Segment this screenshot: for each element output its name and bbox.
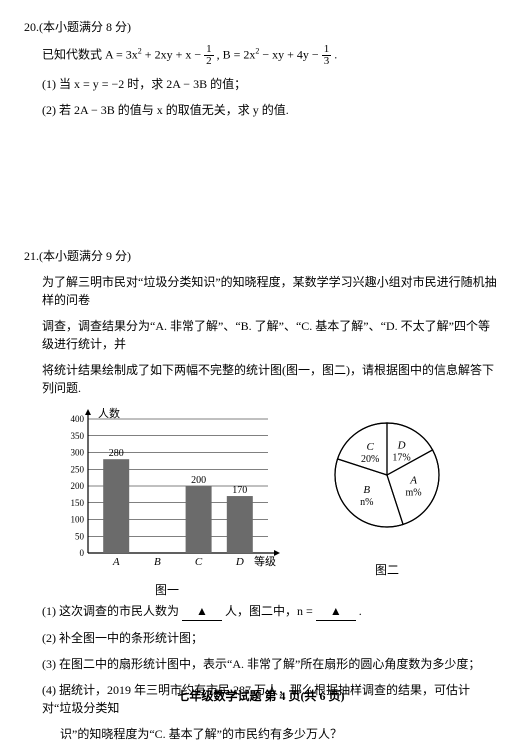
q20-period: .: [334, 47, 337, 61]
svg-text:B: B: [363, 484, 370, 496]
q20-header: 20.(本小题满分 8 分): [24, 18, 498, 36]
q20-A-mid: + 2xy + x −: [145, 47, 204, 61]
bar-chart-wrap: 0 50 100 150 200 250 300 350 400 280 A B 200 C 170 D 人数等…: [52, 405, 282, 598]
bar-chart: 0 50 100 150 200 250 300 350 400 280 A B 200 C 170 D 人数等…: [52, 405, 282, 575]
svg-text:C: C: [367, 441, 375, 453]
pie-caption: 图二: [312, 561, 462, 578]
svg-text:D: D: [397, 439, 406, 451]
q20-B-mid: − xy + 4y −: [262, 47, 321, 61]
svg-text:200: 200: [191, 475, 206, 486]
svg-text:250: 250: [71, 464, 85, 474]
q21-p1b: 人，图二中，n =: [225, 604, 313, 618]
q21-intro3: 将统计结果绘制成了如下两幅不完整的统计图(图一，图二)，请根据图中的信息解答下列…: [24, 361, 498, 397]
svg-text:A: A: [409, 475, 417, 487]
q20-p2: (2) 若 2A − 3B 的值与 x 的取值无关，求 y 的值.: [24, 101, 498, 119]
svg-text:20%: 20%: [361, 454, 379, 465]
svg-text:等级: 等级: [254, 554, 276, 568]
svg-text:170: 170: [232, 485, 247, 496]
svg-text:100: 100: [71, 515, 85, 525]
svg-text:0: 0: [80, 548, 85, 558]
q21-p2: (2) 补全图一中的条形统计图；: [24, 629, 498, 647]
q20-B-pre: B = 2x: [223, 47, 256, 61]
sup2b: 2: [255, 46, 259, 55]
svg-text:50: 50: [75, 531, 85, 541]
q20-p1: (1) 当 x = y = −2 时，求 2A − 3B 的值；: [24, 75, 498, 93]
q21-p3: (3) 在图二中的扇形统计图中，表示“A. 非常了解”所在扇形的圆心角度数为多少…: [24, 655, 498, 673]
pie-chart: D17% Am% Bn% C20%: [312, 405, 462, 555]
frac-d2: 3: [322, 56, 332, 67]
svg-text:150: 150: [71, 498, 85, 508]
bar-caption: 图一: [52, 581, 282, 598]
q21-intro1: 为了解三明市民对“垃圾分类知识”的知晓程度，某数学学习兴趣小组对市民进行随机抽样…: [24, 273, 498, 309]
blank-1: ▲: [182, 602, 222, 621]
q20-A-frac: 12: [204, 44, 214, 67]
sup2a: 2: [138, 46, 142, 55]
q21-intro2: 调查，调查结果分为“A. 非常了解”、“B. 了解”、“C. 基本了解”、“D.…: [24, 317, 498, 353]
svg-text:B: B: [154, 556, 161, 568]
q20-B-frac: 13: [322, 44, 332, 67]
blank-2: ▲: [316, 602, 356, 621]
q21-p4b: 识”的知晓程度为“C. 基本了解”的市民约有多少万人？: [24, 725, 498, 743]
q20-given: 已知代数式 A = 3x2 + 2xy + x − 12 , B = 2x2 −…: [24, 44, 498, 67]
svg-text:350: 350: [71, 431, 85, 441]
pie-chart-wrap: D17% Am% Bn% C20% 图二: [312, 405, 462, 578]
svg-text:280: 280: [109, 448, 124, 459]
q21-p1c: .: [359, 604, 362, 618]
q21-header: 21.(本小题满分 9 分): [24, 247, 498, 265]
svg-text:300: 300: [71, 448, 85, 458]
q21-p1: (1) 这次调查的市民人数为 ▲ 人，图二中，n = ▲ .: [24, 602, 498, 621]
svg-text:C: C: [195, 556, 203, 568]
svg-text:n%: n%: [360, 497, 373, 508]
work-space: [24, 127, 498, 247]
svg-text:200: 200: [71, 481, 85, 491]
page-footer: 七年级数学试题 第 4 页(共 6 页): [0, 687, 522, 704]
svg-text:17%: 17%: [392, 452, 410, 463]
svg-text:m%: m%: [406, 488, 422, 499]
q21-p1a: (1) 这次调查的市民人数为: [42, 604, 179, 618]
svg-text:D: D: [235, 556, 244, 568]
svg-text:400: 400: [71, 414, 85, 424]
chart-row: 0 50 100 150 200 250 300 350 400 280 A B 200 C 170 D 人数等…: [52, 405, 498, 598]
q20-given-prefix: 已知代数式: [42, 47, 105, 61]
svg-text:人数: 人数: [98, 407, 120, 420]
frac-d: 2: [204, 56, 214, 67]
q20-A-pre: A = 3x: [105, 47, 138, 61]
svg-text:A: A: [112, 556, 120, 568]
